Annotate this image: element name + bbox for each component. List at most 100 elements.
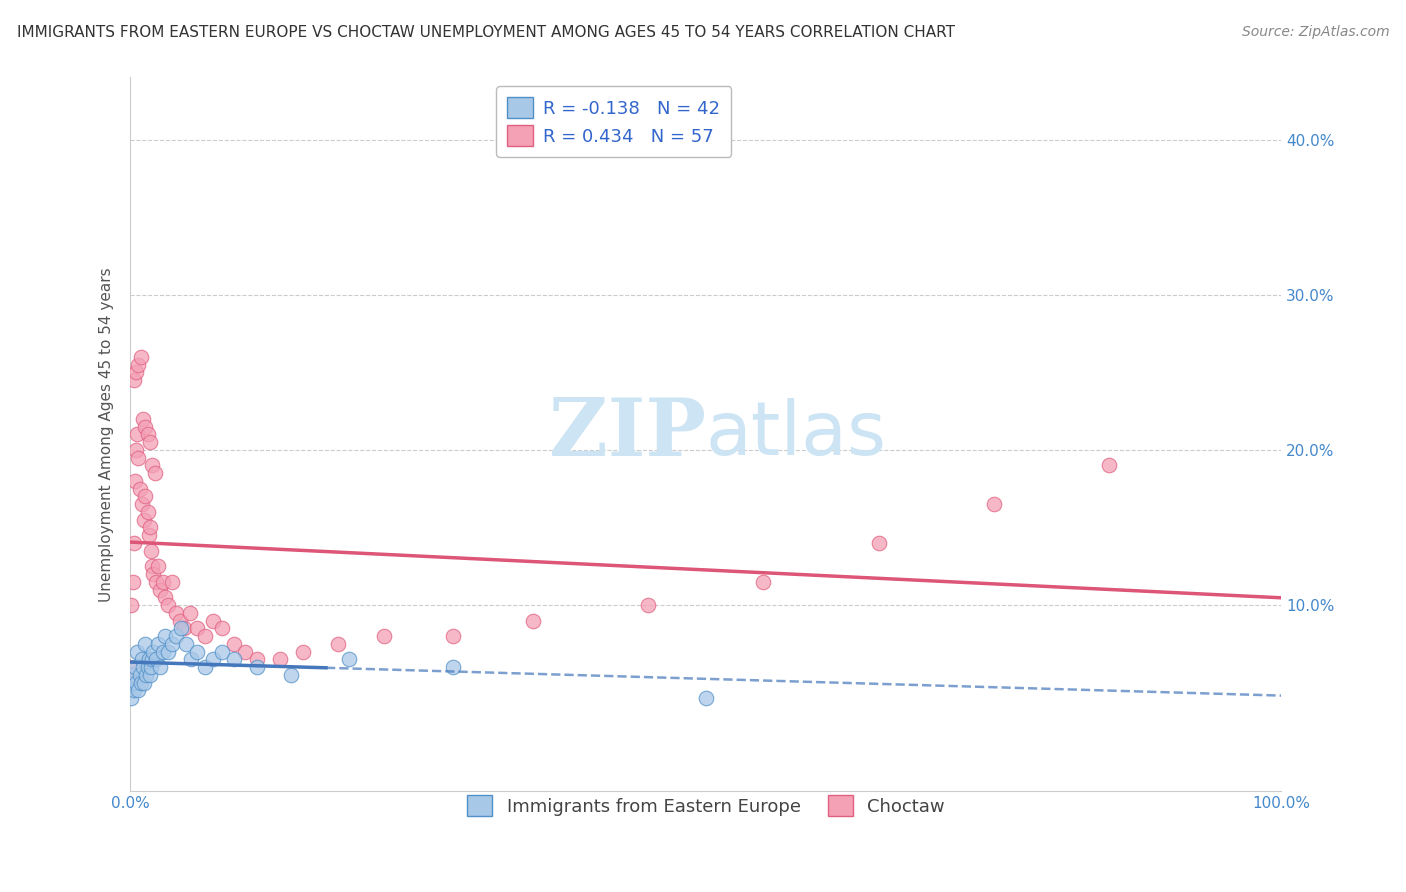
Point	[868, 536, 890, 550]
Point	[752, 574, 775, 589]
Point	[138, 528, 160, 542]
Point	[326, 637, 349, 651]
Point	[160, 637, 183, 651]
Point	[127, 683, 149, 698]
Legend: Immigrants from Eastern Europe, Choctaw: Immigrants from Eastern Europe, Choctaw	[458, 786, 953, 825]
Point	[180, 652, 202, 666]
Point	[165, 606, 187, 620]
Point	[128, 482, 150, 496]
Point	[134, 513, 156, 527]
Point	[139, 520, 162, 534]
Point	[121, 574, 143, 589]
Point	[136, 660, 159, 674]
Point	[441, 629, 464, 643]
Point	[127, 450, 149, 465]
Point	[122, 373, 145, 387]
Point	[139, 543, 162, 558]
Point	[695, 691, 717, 706]
Point	[129, 675, 152, 690]
Point	[157, 645, 180, 659]
Point	[441, 660, 464, 674]
Point	[211, 645, 233, 659]
Point	[280, 668, 302, 682]
Point	[146, 559, 169, 574]
Point	[160, 574, 183, 589]
Point	[202, 652, 225, 666]
Point	[246, 660, 269, 674]
Point	[337, 652, 360, 666]
Point	[125, 365, 148, 379]
Point	[121, 668, 143, 682]
Point	[143, 466, 166, 480]
Point	[222, 652, 245, 666]
Point	[202, 614, 225, 628]
Point	[173, 621, 195, 635]
Point	[153, 629, 176, 643]
Point	[132, 660, 155, 674]
Point	[141, 559, 163, 574]
Point	[127, 427, 149, 442]
Point	[186, 621, 208, 635]
Point	[131, 652, 153, 666]
Point	[134, 675, 156, 690]
Point	[139, 660, 162, 674]
Text: Source: ZipAtlas.com: Source: ZipAtlas.com	[1241, 25, 1389, 39]
Point	[269, 652, 291, 666]
Point	[135, 668, 157, 682]
Y-axis label: Unemployment Among Ages 45 to 54 years: Unemployment Among Ages 45 to 54 years	[100, 267, 114, 602]
Point	[146, 637, 169, 651]
Point	[121, 691, 143, 706]
Point	[1098, 458, 1121, 473]
Point	[174, 637, 197, 651]
Point	[124, 474, 146, 488]
Point	[142, 645, 165, 659]
Point	[145, 652, 167, 666]
Point	[136, 427, 159, 442]
Point	[125, 675, 148, 690]
Point	[136, 505, 159, 519]
Point	[373, 629, 395, 643]
Text: atlas: atlas	[706, 398, 887, 471]
Point	[124, 660, 146, 674]
Point	[134, 637, 156, 651]
Point	[211, 621, 233, 635]
Point	[134, 419, 156, 434]
Point	[983, 497, 1005, 511]
Point	[121, 598, 143, 612]
Point	[142, 567, 165, 582]
Point	[149, 582, 172, 597]
Point	[145, 574, 167, 589]
Point	[122, 536, 145, 550]
Point	[132, 412, 155, 426]
Point	[222, 637, 245, 651]
Point	[157, 598, 180, 612]
Point	[139, 668, 162, 682]
Point	[149, 660, 172, 674]
Point	[522, 614, 544, 628]
Point	[125, 442, 148, 457]
Point	[120, 660, 142, 674]
Point	[141, 458, 163, 473]
Point	[152, 645, 174, 659]
Point	[138, 652, 160, 666]
Point	[291, 645, 314, 659]
Point	[129, 350, 152, 364]
Point	[179, 606, 201, 620]
Point	[153, 591, 176, 605]
Point	[235, 645, 257, 659]
Point	[127, 645, 149, 659]
Point	[120, 675, 142, 690]
Point	[194, 660, 217, 674]
Point	[194, 629, 217, 643]
Text: ZIP: ZIP	[548, 395, 706, 474]
Point	[637, 598, 659, 612]
Point	[134, 490, 156, 504]
Point	[246, 652, 269, 666]
Point	[141, 652, 163, 666]
Point	[139, 435, 162, 450]
Point	[152, 574, 174, 589]
Point	[127, 358, 149, 372]
Point	[169, 614, 191, 628]
Point	[170, 621, 193, 635]
Point	[128, 668, 150, 682]
